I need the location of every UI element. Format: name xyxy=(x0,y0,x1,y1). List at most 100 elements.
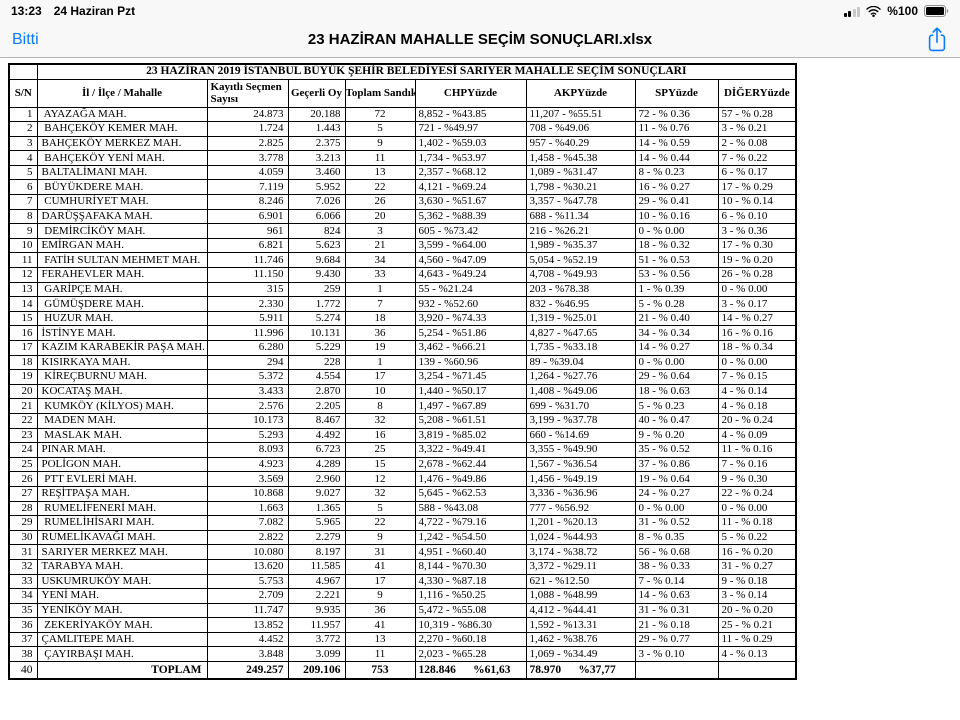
table-cell: POLİGON MAH. xyxy=(36,456,208,473)
table-cell: 3,254 - %71.45 xyxy=(414,369,527,385)
table-cell: 22 - % 0.24 xyxy=(717,485,797,502)
table-row: 7 CUMHURİYET MAH. 8.246 7.026 26 3,630 - %51… xyxy=(8,194,797,210)
table-cell: 27 xyxy=(8,485,38,502)
document-preview: 23 HAZİRAN 2019 İSTANBUL BÜYÜK ŞEHİR BEL… xyxy=(0,63,960,720)
table-row: 12 FERAHEVLER MAH. 11.150 9.430 33 4,643 - %4… xyxy=(8,267,797,283)
table-cell: 18 xyxy=(8,354,38,371)
table-cell: 5,362 - %88.39 xyxy=(414,208,527,225)
table-cell: 13 xyxy=(344,164,416,181)
table-cell: 2,357 - %68.12 xyxy=(414,164,527,181)
table-row: 33 USKUMRUKÖY MAH. 5.753 4.967 17 4,330 - %87… xyxy=(8,573,797,590)
share-button[interactable] xyxy=(926,26,948,53)
table-cell: 3,819 - %85.02 xyxy=(414,427,527,444)
table-cell: 3.433 xyxy=(206,383,289,400)
table-row: 26 PTT EVLERİ MAH. 3.569 2.960 12 1,476 - %4… xyxy=(8,471,797,487)
table-cell: 31 - % 0.27 xyxy=(717,558,797,575)
table-cell: 824 xyxy=(287,223,346,239)
table-cell: 4.492 xyxy=(287,427,346,444)
table-cell: 5.753 xyxy=(206,573,289,590)
table-cell: 3 xyxy=(344,223,416,239)
column-header: Toplam Sandık xyxy=(344,78,416,108)
table-cell: 28 xyxy=(8,500,38,517)
table-cell: 9 xyxy=(344,529,416,546)
table-cell: 13 xyxy=(8,281,38,298)
table-cell: 6.821 xyxy=(206,237,289,254)
table-cell: 4,643 - %49.24 xyxy=(414,267,527,283)
table-cell: 31 xyxy=(344,544,416,560)
table-cell: 8.197 xyxy=(287,544,346,560)
column-header: İl / İlçe / Mahalle xyxy=(36,78,208,108)
table-row: 16 İSTİNYE MAH. 11.996 10.131 36 5,254 - %51.… xyxy=(8,325,797,341)
column-header: AKPYüzde xyxy=(525,78,636,108)
sheet-title-row: 23 HAZİRAN 2019 İSTANBUL BÜYÜK ŞEHİR BEL… xyxy=(8,63,797,80)
table-cell: 4,708 - %49.93 xyxy=(525,267,636,283)
table-cell: BÜYÜKDERE MAH. xyxy=(36,179,208,196)
table-cell: 3 - % 0.36 xyxy=(717,223,797,239)
table-cell: 8,852 - %43.85 xyxy=(414,106,527,123)
table-cell: 14 - % 0.59 xyxy=(634,135,719,152)
table-cell: 20.188 xyxy=(287,106,346,123)
table-cell: 6.280 xyxy=(206,340,289,356)
document-title: 23 HAZİRAN MAHALLE SEÇİM SONUÇLARI.xlsx xyxy=(307,31,653,48)
table-cell: 9 - % 0.30 xyxy=(717,471,797,487)
table-cell: HUZUR MAH. xyxy=(36,310,208,327)
table-cell: 10,319 - %86.30 xyxy=(414,617,527,633)
table-cell: 4,121 - %69.24 xyxy=(414,179,527,196)
table-cell: 9 xyxy=(344,135,416,152)
table-cell: 15 xyxy=(344,456,416,473)
table-cell: 8 - % 0.23 xyxy=(634,164,719,181)
table-cell: 7.026 xyxy=(287,194,346,210)
table-cell: RUMELİKAVAĞI MAH. xyxy=(36,529,208,546)
table-cell: 9.430 xyxy=(287,267,346,283)
column-header: CHPYüzde xyxy=(414,78,527,108)
table-cell: PINAR MAH. xyxy=(36,442,208,458)
table-cell: 13 xyxy=(344,631,416,648)
nav-bar: Bitti 23 HAZİRAN MAHALLE SEÇİM SONUÇLARI… xyxy=(0,22,960,57)
table-cell: 11 - % 0.29 xyxy=(717,631,797,648)
cellular-signal-icon xyxy=(843,6,861,17)
table-row: 11 FATİH SULTAN MEHMET MAH. 11.746 9.684 34… xyxy=(8,252,797,269)
table-cell: 708 - %49.06 xyxy=(525,121,636,137)
table-row: 1 AYAZAĞA MAH. 24.873 20.188 72 8,852 - %43.… xyxy=(8,106,797,123)
table-cell: KUMKÖY (KİLYOS) MAH. xyxy=(36,398,208,414)
table-cell: 9 - % 0.20 xyxy=(634,427,719,444)
table-cell: 605 - %73.42 xyxy=(414,223,527,239)
table-cell: 9 xyxy=(8,223,38,239)
table-cell: 932 - %52.60 xyxy=(414,296,527,312)
table-cell: 14 - % 0.27 xyxy=(717,310,797,327)
table-cell: 2.576 xyxy=(206,398,289,414)
table-cell: 20 xyxy=(344,208,416,225)
table-cell: 957 - %40.29 xyxy=(525,135,636,152)
table-row: 24 PINAR MAH. 8.093 6.723 25 3,322 - %49.41 3,… xyxy=(8,442,797,458)
table-cell: 2.825 xyxy=(206,135,289,152)
total-cell xyxy=(717,661,797,680)
table-cell: 4 - % 0.18 xyxy=(717,398,797,414)
table-row: 37 ÇAMLITEPE MAH. 4.452 3.772 13 2,270 - %60.… xyxy=(8,631,797,648)
table-cell: 5,054 - %52.19 xyxy=(525,252,636,269)
table-cell: 315 xyxy=(206,281,289,298)
table-cell: 1,201 - %20.13 xyxy=(525,515,636,531)
table-cell: 2.375 xyxy=(287,135,346,152)
table-cell: MADEN MAH. xyxy=(36,412,208,429)
table-cell: 1,116 - %50.25 xyxy=(414,588,527,604)
table-cell: 18 xyxy=(344,310,416,327)
done-button[interactable]: Bitti xyxy=(12,30,39,48)
battery-icon xyxy=(924,5,949,17)
table-cell: 11 xyxy=(344,646,416,663)
table-row: 22 MADEN MAH. 10.173 8.467 32 5,208 - %61.51… xyxy=(8,412,797,429)
table-cell: 22 xyxy=(344,515,416,531)
table-row: 38 ÇAYIRBAŞI MAH. 3.848 3.099 11 2,023 - %65… xyxy=(8,646,797,663)
table-cell: 5.274 xyxy=(287,310,346,327)
table-cell: 21 - % 0.40 xyxy=(634,310,719,327)
table-cell: 1,462 - %38.76 xyxy=(525,631,636,648)
table-cell: 3.778 xyxy=(206,150,289,166)
table-cell: 12 xyxy=(344,471,416,487)
table-cell: 3.213 xyxy=(287,150,346,166)
table-cell: 26 xyxy=(8,471,38,487)
table-cell: 1,319 - %25.01 xyxy=(525,310,636,327)
table-cell: 3,199 - %37.78 xyxy=(525,412,636,429)
table-row: 25 POLİGON MAH. 4.923 4.289 15 2,678 - %62.44… xyxy=(8,456,797,473)
table-cell: 11 - % 0.76 xyxy=(634,121,719,137)
table-cell: 2,023 - %65.28 xyxy=(414,646,527,663)
table-cell: USKUMRUKÖY MAH. xyxy=(36,573,208,590)
